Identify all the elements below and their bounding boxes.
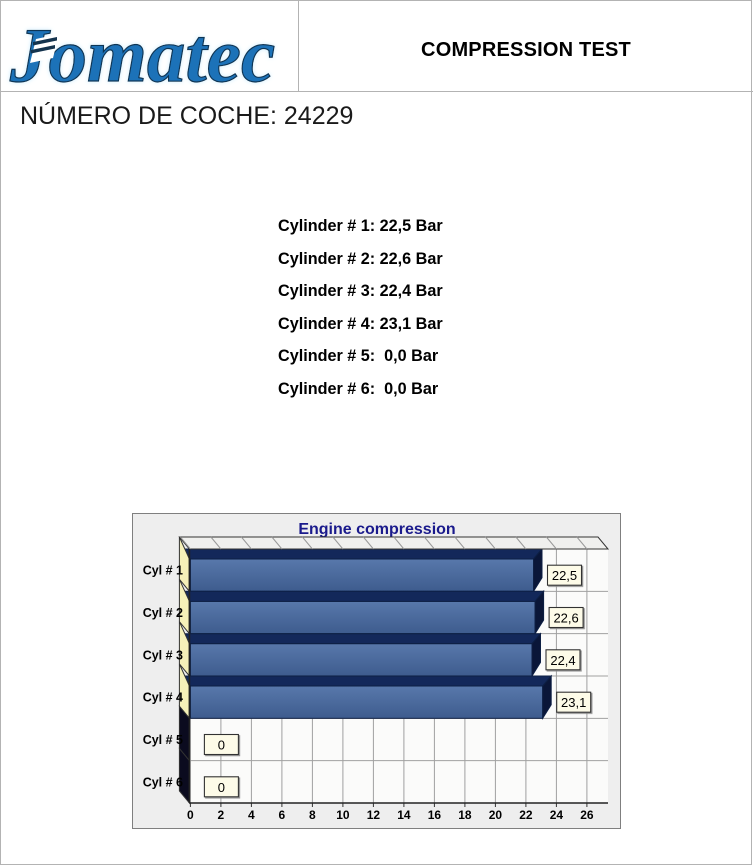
svg-text:Cyl # 3: Cyl # 3 bbox=[143, 648, 183, 662]
svg-text:24: 24 bbox=[550, 808, 564, 822]
svg-text:Cyl # 5: Cyl # 5 bbox=[143, 733, 183, 747]
svg-text:14: 14 bbox=[397, 808, 411, 822]
svg-text:22,6: 22,6 bbox=[553, 611, 578, 626]
svg-text:8: 8 bbox=[309, 808, 316, 822]
svg-text:26: 26 bbox=[580, 808, 594, 822]
svg-text:20: 20 bbox=[489, 808, 503, 822]
svg-text:18: 18 bbox=[458, 808, 472, 822]
svg-text:Cyl # 4: Cyl # 4 bbox=[143, 691, 183, 705]
svg-text:4: 4 bbox=[248, 808, 255, 822]
svg-text:Cyl # 2: Cyl # 2 bbox=[143, 606, 183, 620]
svg-text:Cyl # 1: Cyl # 1 bbox=[143, 564, 183, 578]
svg-text:16: 16 bbox=[428, 808, 442, 822]
svg-text:0: 0 bbox=[218, 738, 225, 753]
svg-text:22,5: 22,5 bbox=[552, 568, 577, 583]
svg-text:22,4: 22,4 bbox=[550, 653, 575, 668]
svg-text:10: 10 bbox=[336, 808, 350, 822]
svg-text:Engine compression: Engine compression bbox=[298, 521, 455, 538]
svg-text:0: 0 bbox=[218, 780, 225, 795]
svg-text:6: 6 bbox=[279, 808, 286, 822]
svg-text:2: 2 bbox=[218, 808, 225, 822]
svg-text:12: 12 bbox=[367, 808, 381, 822]
svg-text:0: 0 bbox=[187, 808, 194, 822]
svg-text:Cyl # 6: Cyl # 6 bbox=[143, 775, 183, 789]
svg-text:22: 22 bbox=[519, 808, 533, 822]
svg-text:23,1: 23,1 bbox=[561, 695, 586, 710]
